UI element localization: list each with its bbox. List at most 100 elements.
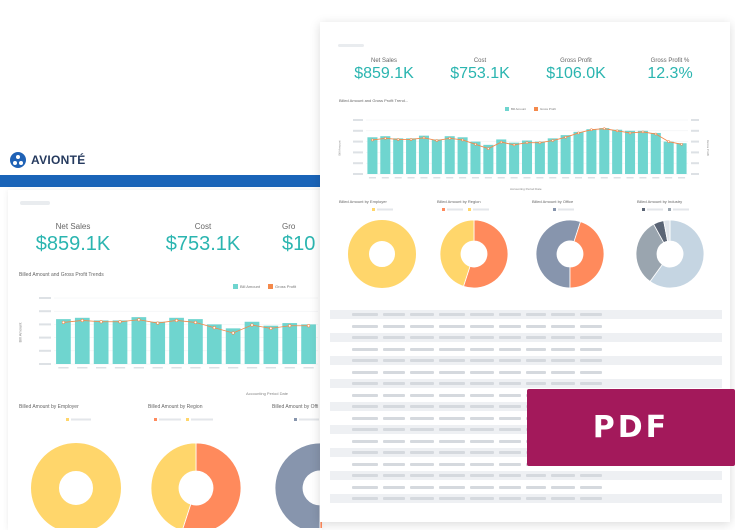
- table-cell: [470, 416, 494, 420]
- legend-label: [299, 418, 319, 421]
- bar-bill-amount: [650, 132, 661, 174]
- table-cell: [439, 370, 465, 374]
- point-gross-profit: [499, 140, 503, 144]
- table-cell: [439, 393, 465, 397]
- donut-slice: [635, 223, 665, 283]
- table-cell: [526, 336, 546, 339]
- brand-logo[interactable]: AVIONTÉ: [10, 152, 86, 168]
- table-cell: [439, 497, 465, 500]
- legend-bill-amount[interactable]: Bill Amount: [233, 284, 260, 289]
- x-tick-label: [227, 367, 239, 369]
- legend-bill-amount[interactable]: Bill Amount: [505, 107, 526, 111]
- point-gross-profit: [525, 141, 529, 144]
- x-tick-label: [626, 177, 634, 179]
- legend-label: [71, 418, 91, 421]
- point-gross-profit: [435, 139, 439, 142]
- point-gross-profit: [654, 132, 658, 136]
- bar-bill-amount: [131, 317, 147, 364]
- point-gross-profit: [512, 143, 516, 147]
- table-cell: [439, 359, 465, 362]
- table-cell: [499, 416, 521, 420]
- point-gross-profit: [577, 131, 580, 135]
- pdf-badge[interactable]: PDF: [527, 389, 735, 466]
- legend-gross-profit[interactable]: Gross Profit: [268, 284, 296, 289]
- x-tick-label: [459, 177, 467, 179]
- point-gross-profit: [487, 147, 490, 150]
- x-tick-label: [446, 177, 454, 179]
- kpi-gross-profit: Gross Profit $106.0K: [532, 58, 620, 83]
- legend-gross-profit[interactable]: Gross Profit: [534, 107, 556, 111]
- placeholder-title: [338, 44, 364, 47]
- y2-tick-label: [691, 173, 699, 175]
- pdf-label: PDF: [592, 410, 670, 445]
- bar-bill-amount: [560, 135, 571, 174]
- table-cell: [439, 382, 465, 385]
- point-gross-profit: [306, 324, 311, 328]
- table-cell: [352, 313, 378, 316]
- table-cell: [551, 497, 575, 500]
- table-cell: [551, 382, 575, 385]
- table-cell: [470, 382, 494, 385]
- donut-slice: [663, 219, 671, 242]
- table-cell: [410, 405, 434, 408]
- bar-bill-amount: [573, 131, 584, 174]
- y-tick-label: [353, 140, 363, 143]
- y-tick-label: [39, 363, 51, 365]
- x-tick-label: [587, 177, 595, 179]
- kpi-cost: Cost $753.1K: [436, 58, 524, 83]
- table-cell: [439, 451, 465, 454]
- table-cell: [499, 497, 521, 500]
- bar-bill-amount: [612, 129, 623, 174]
- point-gross-profit: [422, 136, 426, 140]
- donut-industry-title: Billed Amount by Industry: [637, 199, 683, 204]
- legend-label: [159, 418, 181, 421]
- table-cell: [352, 451, 378, 454]
- x-tick-label: [652, 177, 660, 179]
- table-cell: [470, 347, 494, 351]
- point-gross-profit: [602, 127, 606, 130]
- table-cell: [526, 382, 546, 385]
- bar-bill-amount: [496, 139, 507, 174]
- dashboard-body: Net Sales $859.1K Cost $753.1K Gro $10 B…: [8, 190, 322, 530]
- point-gross-profit: [212, 326, 216, 330]
- bar-bill-amount: [457, 137, 468, 174]
- kpi-label: Gro: [282, 222, 296, 231]
- table-cell: [439, 405, 465, 408]
- table-cell: [439, 347, 465, 351]
- point-gross-profit: [409, 138, 413, 141]
- table-cell: [470, 462, 494, 466]
- trend-chart: [39, 297, 318, 369]
- table-cell: [526, 497, 546, 500]
- table-cell: [470, 497, 494, 500]
- x-tick-label: [407, 177, 415, 179]
- background-dashboard-card: AVIONTÉ Net Sales $859.1K Cost $753.1K G…: [0, 140, 322, 530]
- line-gross-profit: [63, 319, 309, 334]
- table-cell: [580, 313, 602, 316]
- donut-employer-title: Billed Amount by Employer: [19, 404, 79, 410]
- legend-swatch: [372, 208, 375, 211]
- trend-legend: Bill Amount Gross Profit: [505, 107, 556, 111]
- bar-bill-amount: [483, 144, 494, 174]
- table-cell: [383, 359, 405, 362]
- y-tick-label: [39, 336, 51, 339]
- point-gross-profit: [680, 142, 683, 146]
- point-gross-profit: [371, 138, 374, 142]
- table-cell: [551, 347, 575, 351]
- table-cell: [551, 359, 575, 362]
- table-cell: [383, 451, 405, 454]
- table-cell: [410, 485, 434, 489]
- bar-bill-amount: [367, 137, 378, 174]
- x-tick-label: [284, 367, 295, 369]
- x-tick-label: [523, 177, 531, 179]
- table-cell: [383, 462, 405, 466]
- bar-bill-amount: [509, 142, 520, 174]
- bar-bill-amount: [676, 143, 687, 174]
- kpi-label: Gross Profit %: [650, 58, 690, 64]
- legend-swatch: [642, 208, 645, 211]
- table-cell: [526, 313, 546, 316]
- table-cell: [499, 393, 521, 397]
- table-cell: [526, 485, 546, 489]
- table-cell: [410, 347, 434, 351]
- kpi-value: 12.3%: [647, 65, 693, 82]
- kpi-cost: Cost $753.1K: [148, 222, 258, 256]
